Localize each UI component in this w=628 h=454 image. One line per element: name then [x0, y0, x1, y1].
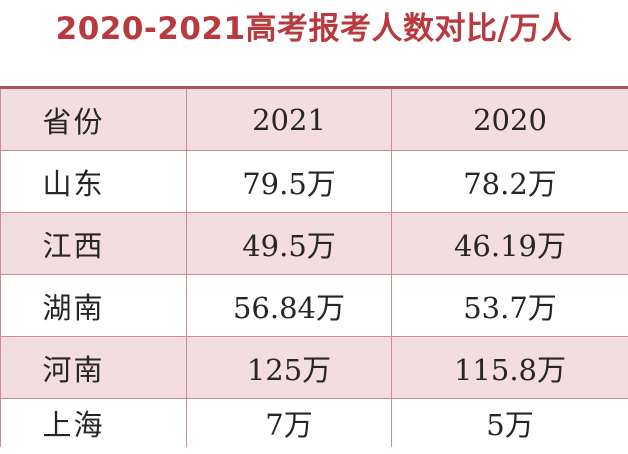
table-header-row: 省份 2021 2020: [0, 86, 628, 151]
header-2021: 2021: [186, 86, 392, 151]
table-row: 江西 49.5万 46.19万: [0, 212, 628, 275]
province-cell: 上海: [0, 398, 187, 447]
value-2021-cell: 56.84万: [186, 274, 392, 337]
province-cell: 河南: [0, 336, 187, 399]
value-2020-cell: 53.7万: [391, 274, 628, 337]
value-2020-cell: 115.8万: [391, 336, 628, 399]
header-2020: 2020: [391, 86, 628, 151]
value-2020-cell: 5万: [391, 398, 628, 447]
value-2021-cell: 7万: [186, 398, 392, 447]
comparison-table: 省份 2021 2020 山东 79.5万 78.2万 江西 49.5万 46.…: [0, 86, 628, 447]
province-cell: 湖南: [0, 274, 187, 337]
page-title: 2020-2021高考报考人数对比/万人: [55, 11, 573, 47]
header-province: 省份: [0, 86, 187, 151]
value-2021-cell: 49.5万: [186, 212, 392, 275]
value-2021-cell: 79.5万: [186, 150, 392, 213]
value-2020-cell: 78.2万: [391, 150, 628, 213]
province-cell: 江西: [0, 212, 187, 275]
value-2021-cell: 125万: [186, 336, 392, 399]
province-cell: 山东: [0, 150, 187, 213]
table-row: 河南 125万 115.8万: [0, 336, 628, 399]
table-row: 湖南 56.84万 53.7万: [0, 274, 628, 337]
table-row: 上海 7万 5万: [0, 398, 628, 447]
value-2020-cell: 46.19万: [391, 212, 628, 275]
table-row: 山东 79.5万 78.2万: [0, 150, 628, 213]
